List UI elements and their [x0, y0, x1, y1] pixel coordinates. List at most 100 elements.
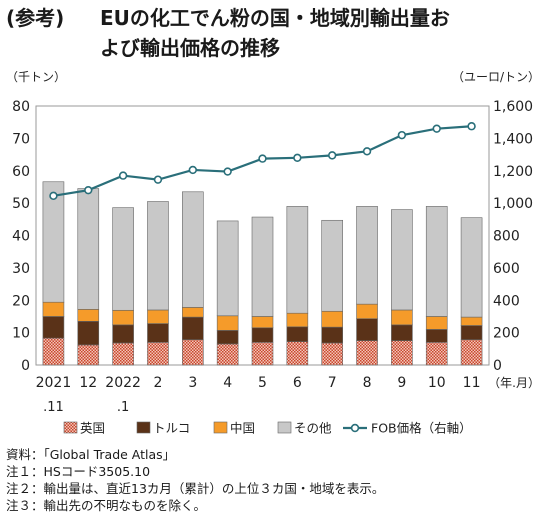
bar-segment [286, 206, 309, 314]
bar-segment [391, 324, 413, 342]
bar-segment [251, 216, 274, 317]
fob-price-point [293, 153, 302, 163]
legend-china-swatch [213, 421, 228, 434]
left-axis-tick-label: 20 [12, 293, 30, 309]
bar-segment [147, 309, 169, 324]
left-axis-tick-label: 10 [12, 326, 30, 342]
x-tick-label: 7 [328, 375, 337, 391]
left-axis-tick-label: 60 [12, 164, 30, 180]
right-axis-tick-label: 600 [493, 261, 520, 277]
x-tick-label: 8 [363, 375, 372, 391]
bar-segment [216, 315, 239, 331]
bar-segment [77, 320, 100, 346]
bar-segment [112, 207, 134, 311]
fob-price-point [432, 124, 441, 133]
legend-turkey-label: トルコ [153, 421, 190, 436]
bar-segment [251, 327, 274, 343]
bar-segment [216, 220, 239, 317]
fob-price-point [467, 122, 476, 131]
bar-segment [42, 337, 65, 366]
bar-segment [42, 301, 65, 317]
legend-other-swatch [277, 421, 292, 434]
x-tick-label: 12 [79, 375, 97, 391]
left-axis-tick-label: 30 [12, 261, 30, 277]
bar-segment [42, 316, 65, 339]
right-axis-tick-label: 1,200 [493, 164, 533, 180]
bar-segment [77, 309, 100, 322]
bar-segment [112, 342, 134, 366]
bar-segment [182, 191, 204, 308]
x-tick-label: 9 [397, 375, 406, 391]
right-axis-tick-label: 0 [493, 358, 502, 374]
right-axis-tick-label: 1,000 [493, 196, 533, 212]
bar-segment [77, 344, 100, 366]
bar-segment [251, 342, 274, 366]
legend-other-label: その他 [294, 421, 332, 436]
bar-segment [356, 340, 378, 366]
bar-segment [425, 206, 448, 317]
bar-segment [42, 181, 65, 303]
bar-segment [460, 325, 483, 341]
left-axis-tick-label: 80 [12, 99, 30, 115]
fob-price-point [153, 175, 163, 184]
bar-segment [147, 342, 169, 366]
x-tick-label: 6 [293, 375, 302, 391]
legend-china-label: 中国 [230, 421, 255, 436]
bar-segment [391, 340, 413, 366]
bar-segment [391, 309, 413, 326]
bar-segment [286, 326, 309, 342]
right-axis-tick-label: 1,400 [493, 131, 533, 147]
bar-segment [112, 309, 134, 326]
bar-segment [425, 342, 448, 366]
bar-segment [147, 323, 169, 343]
x-tick-label: 3 [188, 375, 197, 391]
fob-price-point [188, 165, 198, 175]
right-axis-tick-label: 1,600 [493, 99, 533, 115]
bar-segment [286, 312, 309, 328]
bar-segment [321, 310, 343, 328]
fob-price-point [258, 154, 267, 163]
bar-segment [321, 326, 343, 344]
bar-segment [77, 188, 100, 310]
legend-fob-marker [350, 423, 360, 433]
legend-uk-swatch [63, 421, 78, 434]
bar-segment [391, 209, 413, 311]
fob-price-point [84, 185, 93, 195]
bar-segment [147, 201, 169, 311]
bar-segment [321, 342, 343, 366]
note-3: 注３：輸出先の不明なものを除く。 [6, 498, 207, 513]
bar-segment [216, 330, 239, 345]
fob-price-point [118, 171, 128, 180]
left-axis-tick-label: 50 [12, 196, 30, 212]
bar-segment [112, 324, 134, 344]
x-tick-label: 2021 [36, 375, 72, 391]
bar-segment [356, 303, 378, 320]
bar-segment [321, 219, 343, 312]
x-tick-label-year: .11 [43, 400, 64, 415]
bar-segment [182, 339, 204, 366]
x-tick-label-year: .1 [117, 400, 129, 415]
left-axis-tick-label: 40 [12, 229, 30, 245]
left-axis-tick-label: 0 [21, 358, 30, 374]
bar-segment [216, 343, 239, 366]
footnotes: 資料：「Global Trade Atlas」 注１：HSコード3505.10 … [6, 446, 384, 514]
fob-price-point [397, 130, 407, 140]
note-2: 注２：輸出量は、直近13カ月（累計）の上位３カ国・地域を表示。 [6, 481, 385, 496]
fob-price-point [223, 167, 232, 176]
right-axis-tick-label: 800 [493, 229, 520, 245]
x-tick-label: 10 [428, 375, 446, 391]
fob-price-point [362, 147, 372, 156]
bar-segment [460, 316, 483, 326]
fob-price-point [49, 191, 58, 201]
title-prefix: (参考) [6, 6, 65, 30]
left-axis-unit: （千トン） [6, 70, 66, 84]
x-tick-label: 5 [258, 375, 267, 391]
bar-segment [182, 307, 204, 318]
x-tick-label: 2022 [105, 375, 141, 391]
legend-uk-label: 英国 [80, 421, 105, 436]
note-source: 資料：「Global Trade Atlas」 [6, 447, 176, 462]
legend-fob-label: FOB価格（右軸） [371, 421, 472, 436]
x-tick-label: 2 [154, 375, 163, 391]
bar-segment [182, 316, 204, 341]
